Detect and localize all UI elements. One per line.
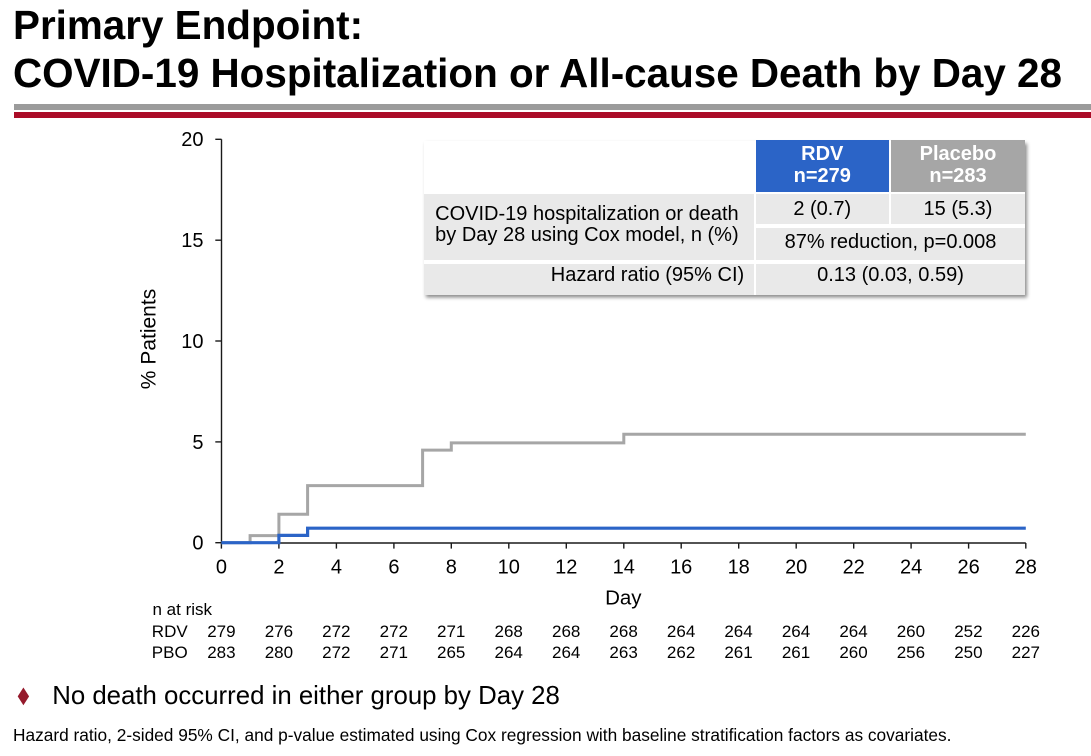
svg-text:15: 15 [181, 230, 203, 252]
svg-text:20: 20 [181, 129, 203, 151]
svg-text:0: 0 [216, 556, 227, 578]
svg-text:10: 10 [181, 331, 203, 353]
svg-text:% Patients: % Patients [138, 289, 161, 389]
svg-text:0: 0 [192, 533, 203, 555]
svg-text:18: 18 [728, 556, 750, 578]
svg-text:28: 28 [1015, 556, 1037, 578]
svg-text:20: 20 [785, 556, 807, 578]
svg-text:8: 8 [446, 556, 457, 578]
svg-text:5: 5 [192, 432, 203, 454]
svg-text:22: 22 [843, 556, 865, 578]
svg-text:2: 2 [273, 556, 284, 578]
svg-text:24: 24 [900, 556, 922, 578]
svg-text:6: 6 [388, 556, 399, 578]
svg-text:10: 10 [498, 556, 520, 578]
svg-text:26: 26 [957, 556, 979, 578]
svg-text:4: 4 [331, 556, 342, 578]
svg-text:Day: Day [605, 587, 642, 610]
svg-text:12: 12 [555, 556, 577, 578]
svg-text:14: 14 [613, 556, 635, 578]
svg-text:16: 16 [670, 556, 692, 578]
